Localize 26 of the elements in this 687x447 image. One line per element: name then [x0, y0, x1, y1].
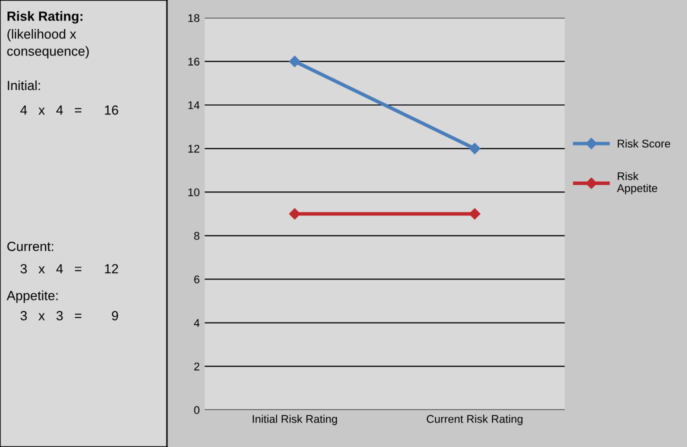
y-tick-label: 6 — [194, 275, 200, 284]
text: Appetite: — [6, 290, 58, 303]
y-tick-label: 2 — [194, 362, 200, 370]
y-tick-label: 8 — [194, 232, 200, 240]
y-tick-label: 14 — [188, 101, 200, 110]
point — [289, 56, 300, 68]
text: Current: — [7, 242, 54, 252]
point — [289, 208, 300, 220]
text: (likelihood x consequence) — [7, 29, 89, 58]
text: 4 x 4 = 16 — [20, 105, 118, 115]
y-tick-label: 4 — [194, 319, 200, 327]
y-tick-label: 10 — [188, 188, 200, 196]
legend-label: Risk Score — [618, 139, 670, 148]
point — [469, 208, 480, 220]
text: 3 x 3 = 9 — [20, 311, 118, 320]
x-tick-label: Initial Risk Rating — [252, 414, 337, 426]
y-tick-label: 12 — [188, 144, 200, 153]
text: Risk Rating: — [8, 11, 82, 24]
y-tick-label: 16 — [188, 58, 200, 66]
y-tick-label: 0 — [194, 406, 200, 414]
y-tick-label: 18 — [188, 14, 200, 22]
legend-label: Risk Appetite — [616, 172, 658, 194]
x-tick-label: Current Risk Rating — [426, 414, 522, 426]
point — [469, 142, 480, 154]
text: 3 x 4 = 12 — [20, 264, 118, 274]
text: Initial: — [8, 80, 40, 90]
